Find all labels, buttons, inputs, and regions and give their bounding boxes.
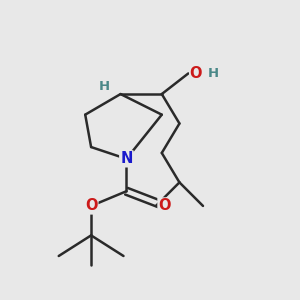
- Text: O: O: [85, 198, 98, 213]
- Text: N: N: [120, 151, 133, 166]
- Text: O: O: [158, 198, 171, 213]
- Text: H: H: [207, 67, 218, 80]
- Text: O: O: [190, 66, 202, 81]
- Text: H: H: [99, 80, 110, 93]
